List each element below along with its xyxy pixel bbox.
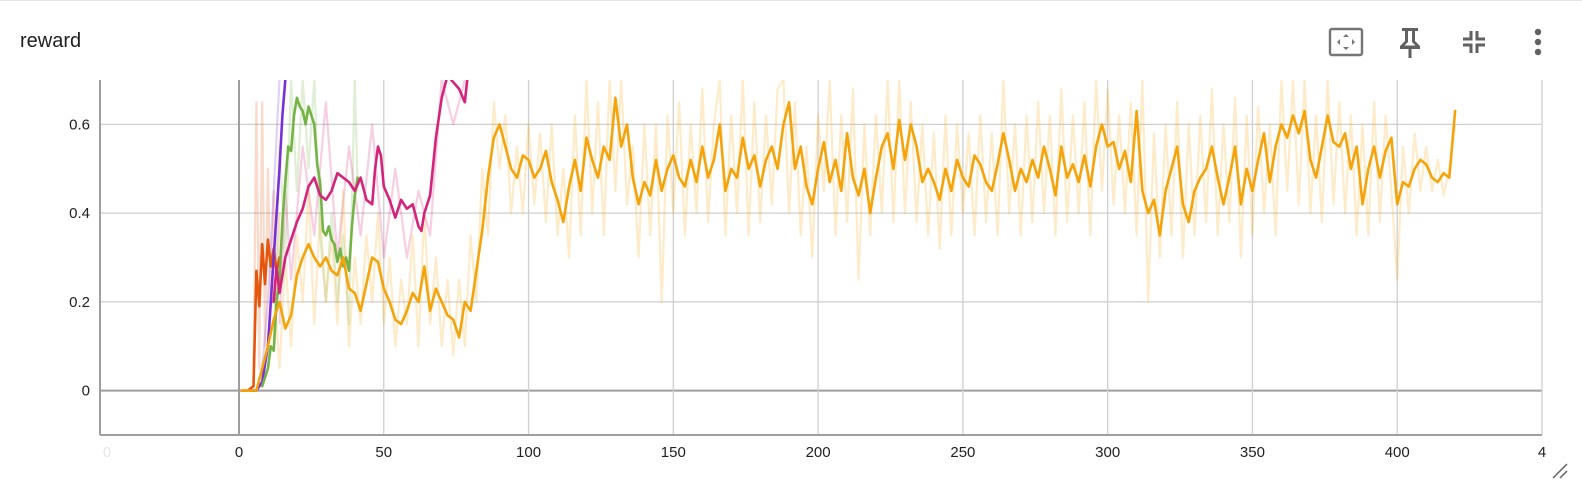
pin-icon	[1400, 28, 1420, 58]
x-tick-label: 100	[516, 444, 541, 461]
x-tick-label: 400	[1385, 444, 1410, 461]
grid-lines	[100, 80, 1543, 435]
y-tick-label: 0.6	[69, 116, 90, 133]
y-tick-label: 0.2	[69, 294, 90, 311]
series-3-smoothed-line	[272, 80, 469, 304]
card-title: reward	[20, 30, 82, 52]
x-tick-label: 4	[1538, 444, 1546, 461]
fit-to-data-button[interactable]	[1326, 22, 1366, 62]
top-divider	[0, 0, 1582, 1]
smoothed-series	[240, 80, 1457, 392]
collapse-button[interactable]	[1454, 22, 1494, 62]
fit-to-data-icon	[1328, 27, 1364, 57]
x-tick-label: 300	[1095, 444, 1120, 461]
y-tick-label: 0	[82, 383, 90, 400]
x-tick-label: 200	[806, 444, 831, 461]
x-tick-label: 0	[235, 444, 243, 461]
resize-handle[interactable]	[1550, 461, 1568, 479]
series-4-raw-line	[266, 80, 1457, 370]
series-4-smoothed-line	[240, 96, 1457, 392]
tick-labels: 0 0.2 0.4 0.6 0 50 100 150 200 250 300 350 400 4 0	[69, 116, 1546, 461]
card-toolbar	[1302, 22, 1558, 62]
x-tick-label-faded: 0	[103, 444, 111, 461]
series-3-raw-line	[278, 80, 466, 325]
more-vert-icon	[1534, 28, 1542, 56]
x-tick-label: 50	[375, 444, 392, 461]
x-tick-label: 250	[950, 444, 975, 461]
series-1-raw-line	[261, 80, 281, 369]
x-tick-label: 150	[661, 444, 686, 461]
y-tick-label: 0.4	[69, 205, 90, 222]
resize-icon	[1552, 463, 1568, 479]
raw-series	[252, 80, 1457, 382]
pin-button[interactable]	[1390, 22, 1430, 62]
collapse-icon	[1463, 31, 1485, 53]
axes	[99, 80, 1542, 436]
x-tick-label: 350	[1240, 444, 1265, 461]
more-options-button[interactable]	[1518, 22, 1558, 62]
